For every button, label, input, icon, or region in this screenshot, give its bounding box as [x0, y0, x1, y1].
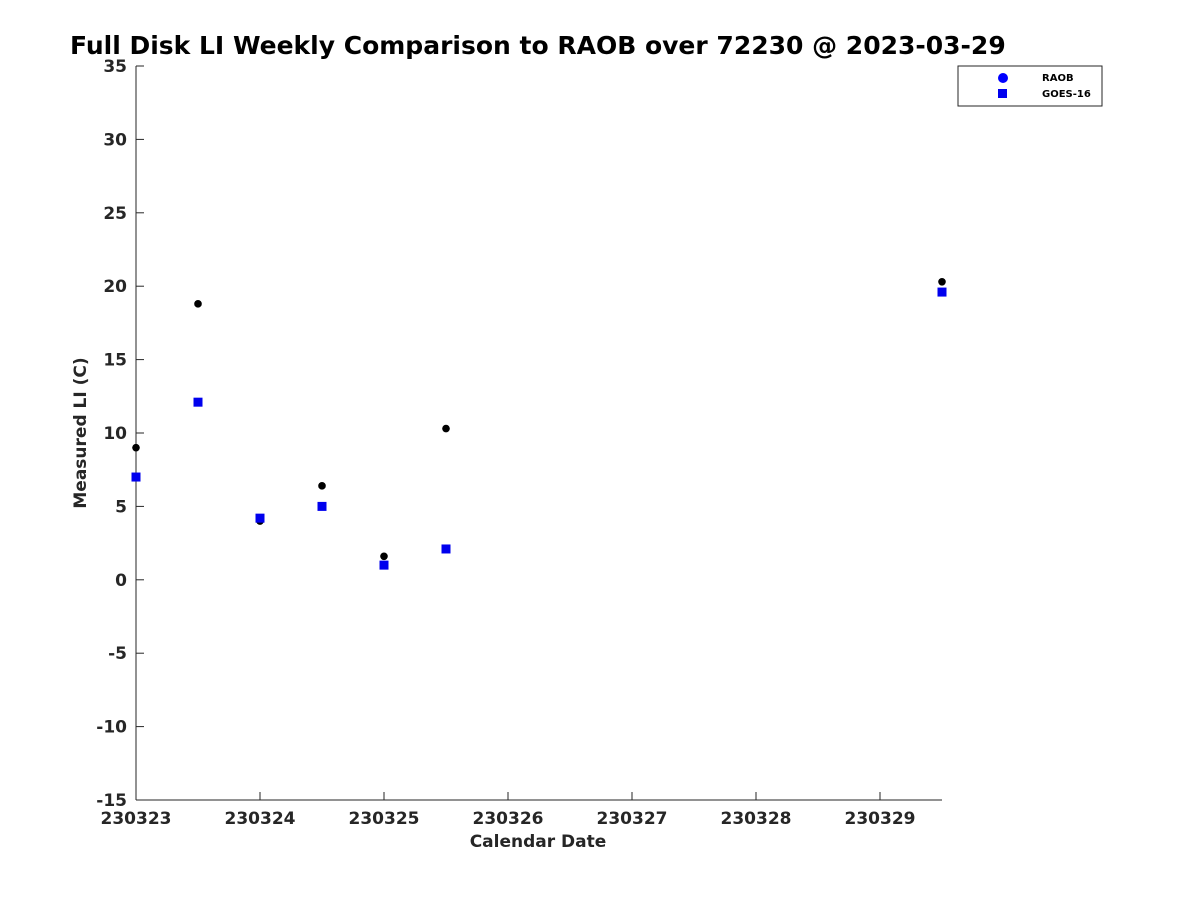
x-tick-label: 230323	[101, 809, 172, 829]
legend-box	[957, 65, 1103, 107]
goes16-point	[379, 560, 389, 570]
y-axis-label: Measured LI (C)	[71, 357, 91, 508]
x-tick-label: 230329	[845, 809, 916, 829]
y-tick-label: -10	[96, 718, 127, 738]
x-ticks: 230323 230324 230325 230326 230327 230328 2303…	[101, 792, 916, 829]
chart-title: Full Disk LI Weekly Comparison to RAOB o…	[70, 31, 1006, 60]
y-tick-label: 25	[103, 204, 127, 224]
goes16-point	[193, 397, 203, 407]
y-tick-label: 5	[115, 497, 127, 517]
raob-point	[442, 424, 450, 433]
y-tick-label: 0	[115, 571, 127, 591]
y-tick-label: 35	[103, 57, 127, 77]
goes16-point	[937, 287, 947, 297]
data-points	[131, 277, 947, 570]
y-tick-label: -15	[96, 791, 127, 811]
legend-marker-goes16	[998, 89, 1007, 98]
x-tick-label: 230327	[597, 809, 668, 829]
raob-point	[194, 300, 202, 308]
legend-label-raob: RAOB	[1042, 73, 1074, 84]
x-tick-label: 230324	[225, 809, 296, 829]
goes16-point	[317, 501, 327, 511]
legend-label-goes16: GOES-16	[1042, 89, 1091, 100]
legend-marker-raob	[998, 73, 1008, 83]
raob-point	[938, 277, 946, 286]
raob-point	[318, 482, 326, 490]
y-tick-label: 15	[103, 351, 127, 371]
y-ticks: 35 30 25 20 15 10 5 0 -5 -10 -15	[96, 57, 144, 811]
y-tick-label: 30	[103, 130, 127, 150]
x-tick-label: 230328	[721, 809, 792, 829]
raob-point	[132, 443, 140, 452]
goes16-point	[255, 513, 265, 523]
x-tick-label: 230325	[349, 809, 420, 829]
legend: RAOB GOES-16	[957, 65, 1103, 107]
goes16-point	[441, 544, 451, 554]
y-tick-label: 20	[103, 277, 127, 297]
x-tick-label: 230326	[473, 809, 544, 829]
y-tick-label: 10	[103, 424, 127, 444]
raob-point	[380, 552, 388, 561]
goes16-point	[131, 472, 141, 482]
x-axis-label: Calendar Date	[470, 832, 607, 852]
y-tick-label: -5	[108, 644, 127, 664]
